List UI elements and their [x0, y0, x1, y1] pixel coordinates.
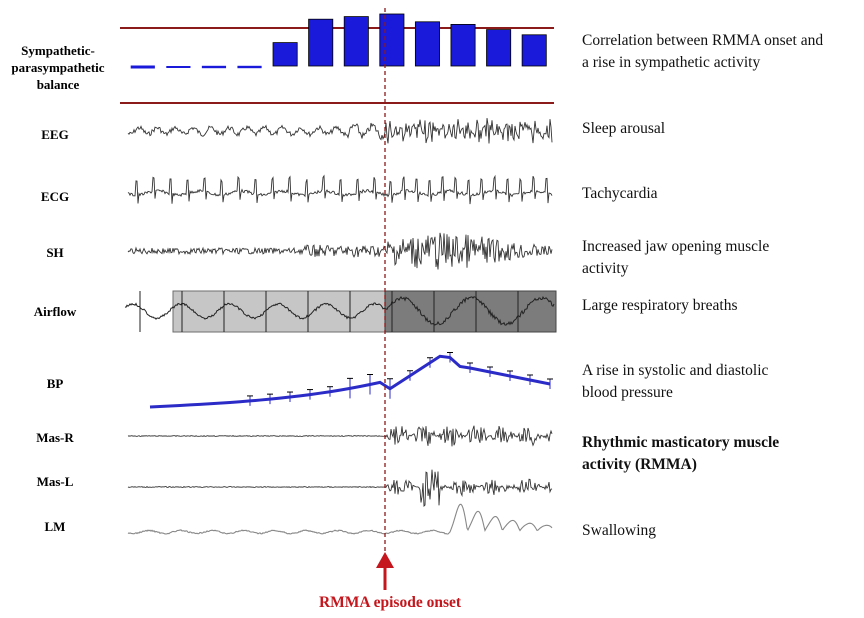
label-bp: BP — [46, 376, 64, 391]
desc-swallowing: Swallowing — [582, 522, 657, 539]
balance-bar — [521, 34, 547, 67]
balance-bar — [450, 23, 476, 67]
desc-rmma-line1: Rhythmic masticatory muscle — [582, 434, 780, 451]
label-balance-line1: Sympathetic- — [21, 43, 95, 58]
label-mas-l: Mas-L — [36, 474, 74, 489]
desc-bp-line2: blood pressure — [582, 384, 673, 401]
bp-trace — [149, 352, 553, 409]
balance-bar — [130, 65, 155, 69]
desc-jaw-line1: Increased jaw opening muscle — [582, 238, 770, 255]
balance-bar — [379, 13, 405, 67]
balance-bar — [414, 21, 440, 67]
lm-trace — [127, 503, 553, 535]
airflow-wave — [124, 295, 555, 326]
balance-bar — [201, 65, 227, 69]
label-lm: LM — [44, 519, 66, 534]
desc-rmma-line2: activity (RMMA) — [582, 456, 697, 473]
desc-correlation-line1: Correlation between RMMA onset and — [582, 32, 824, 49]
desc-tachycardia: Tachycardia — [582, 185, 658, 202]
balance-bar — [486, 29, 512, 67]
balance-bar — [237, 65, 262, 69]
desc-bp: A rise in systolic and diastolic blood p… — [582, 360, 862, 404]
masr-trace — [127, 425, 553, 447]
desc-respiratory: Large respiratory breaths — [582, 297, 738, 314]
label-sh: SH — [46, 245, 64, 260]
sh-trace — [127, 232, 553, 270]
balance-bar — [166, 66, 191, 68]
desc-correlation-line2: a rise in sympathetic activity — [582, 54, 761, 71]
label-mas-r: Mas-R — [36, 430, 74, 445]
label-balance: Sympathetic- parasympathetic balance — [2, 42, 114, 93]
desc-correlation: Correlation between RMMA onset and a ris… — [582, 30, 862, 74]
onset-label: RMMA episode onset — [318, 594, 462, 611]
eeg-trace — [127, 118, 553, 144]
masl-trace — [127, 469, 553, 507]
onset-arrow-icon — [376, 552, 394, 590]
balance-bar — [343, 16, 369, 67]
balance-bar — [272, 42, 298, 67]
trace-group — [127, 118, 553, 535]
balance-bar — [308, 18, 334, 67]
balance-bars — [130, 13, 547, 69]
airflow-shade-light — [172, 290, 386, 333]
desc-jaw-line2: activity — [582, 260, 629, 277]
label-balance-line3: balance — [36, 77, 80, 92]
label-ecg: ECG — [40, 189, 70, 204]
desc-jaw: Increased jaw opening muscle activity — [582, 236, 862, 280]
airflow-trace — [124, 291, 555, 332]
label-airflow: Airflow — [33, 304, 77, 319]
label-balance-line2: parasympathetic — [11, 60, 105, 75]
desc-bp-line1: A rise in systolic and diastolic — [582, 362, 769, 379]
ecg-trace — [127, 174, 553, 205]
label-eeg: EEG — [41, 127, 69, 142]
desc-rmma: Rhythmic masticatory muscle activity (RM… — [582, 432, 862, 476]
desc-sleep-arousal: Sleep arousal — [582, 120, 666, 137]
